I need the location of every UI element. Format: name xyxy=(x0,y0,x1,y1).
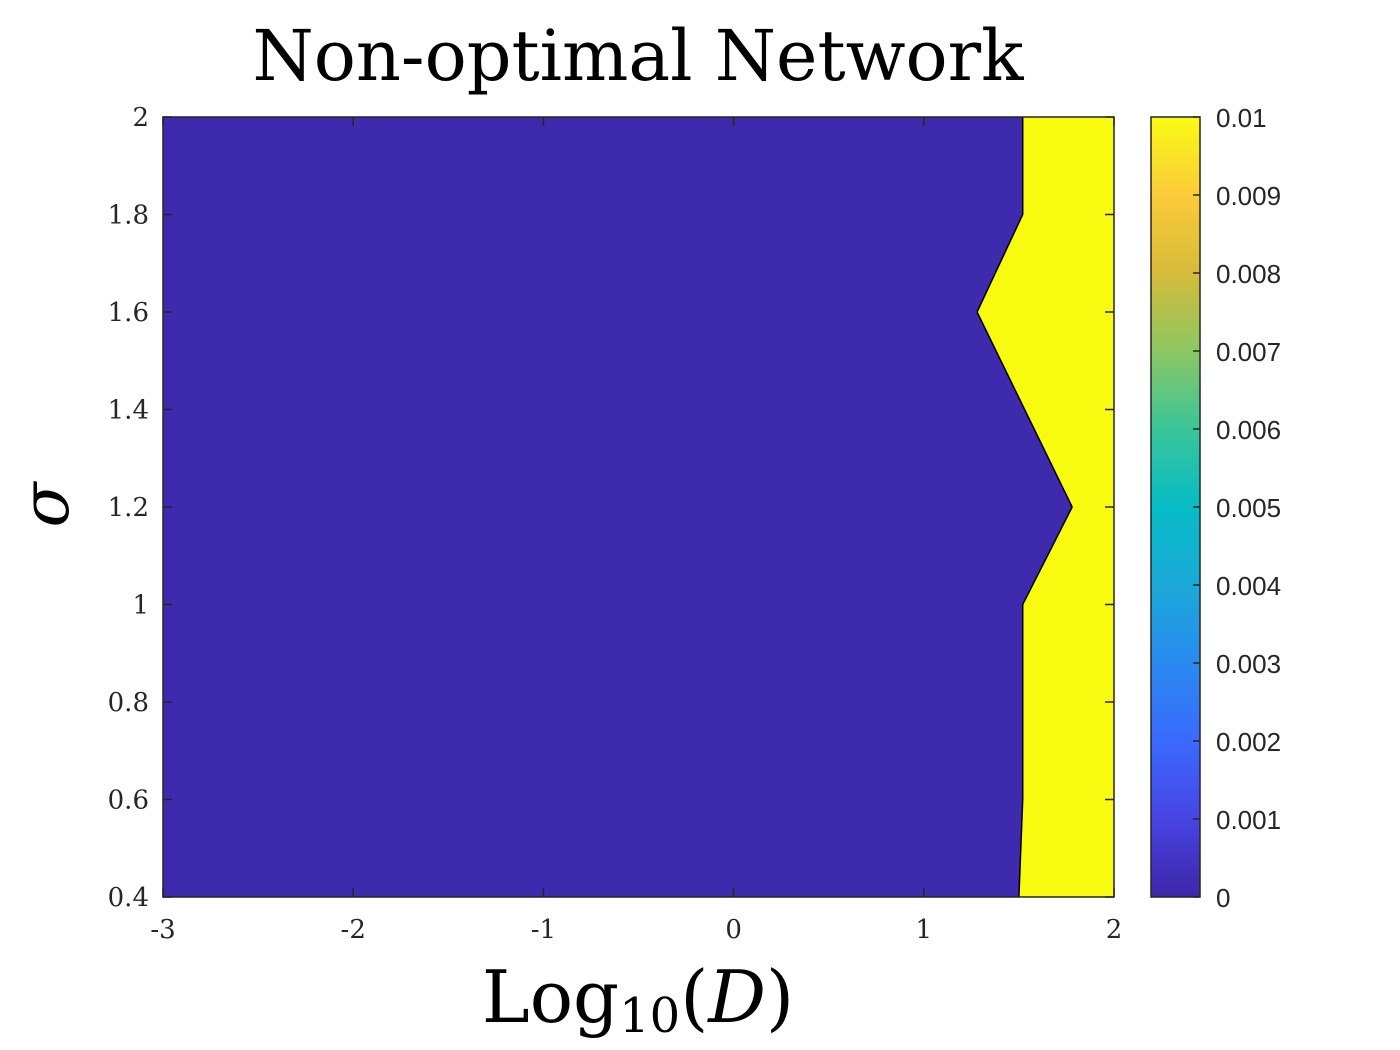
region-value-0-01 xyxy=(977,117,1114,897)
colorbar-tick-label: 0.001 xyxy=(1216,805,1281,835)
chart-title: Non-optimal Network xyxy=(252,15,1024,97)
x-tick-label: 0 xyxy=(725,915,742,945)
colorbar-gradient xyxy=(1151,117,1200,897)
colorbar-tick-label: 0.01 xyxy=(1216,103,1267,133)
y-tick-label: 1.4 xyxy=(108,396,149,426)
colorbar-tick-label: 0.004 xyxy=(1216,571,1281,601)
x-axis: -3 -2 -1 0 1 2 xyxy=(150,117,1122,945)
x-axis-label: Log10(D) xyxy=(482,955,794,1044)
y-tick-label: 0.8 xyxy=(108,688,149,718)
colorbar-tick-label: 0.008 xyxy=(1216,259,1281,289)
y-tick-label: 1.6 xyxy=(108,298,149,328)
colorbar-tick-label: 0 xyxy=(1216,883,1230,913)
region-value-0 xyxy=(163,117,1114,897)
y-tick-label: 1.8 xyxy=(108,201,149,231)
colorbar-tick-label: 0.009 xyxy=(1216,181,1281,211)
colorbar-tick-label: 0.007 xyxy=(1216,337,1281,367)
colorbar-ticks: 0 0.001 0.002 0.003 0.004 0.005 0.006 0.007 0.00… xyxy=(1193,103,1281,913)
y-tick-label: 2 xyxy=(132,103,149,133)
x-tick-label: -1 xyxy=(531,915,556,945)
colorbar: 0 0.001 0.002 0.003 0.004 0.005 0.006 0.007 0.00… xyxy=(1150,103,1281,913)
y-axis-label: σ xyxy=(7,481,84,528)
colorbar-tick-label: 0.006 xyxy=(1216,415,1281,445)
colorbar-tick-label: 0.003 xyxy=(1216,649,1281,679)
y-axis: 0.4 0.6 0.8 1 1.2 1.4 1.6 1.8 2 xyxy=(108,103,1114,913)
y-tick-label: 1 xyxy=(132,591,149,621)
y-tick-label: 0.6 xyxy=(108,786,149,816)
x-tick-label: -3 xyxy=(150,915,175,945)
colorbar-tick-label: 0.002 xyxy=(1216,727,1281,757)
colorbar-tick-label: 0.005 xyxy=(1216,493,1281,523)
y-tick-label: 1.2 xyxy=(108,493,149,523)
contour-boundary-line xyxy=(976,117,1073,898)
x-tick-label: 2 xyxy=(1106,915,1123,945)
plot-area xyxy=(162,116,1115,898)
y-tick-label: 0.4 xyxy=(108,883,149,913)
x-tick-label: 1 xyxy=(916,915,933,945)
x-tick-label: -2 xyxy=(341,915,366,945)
